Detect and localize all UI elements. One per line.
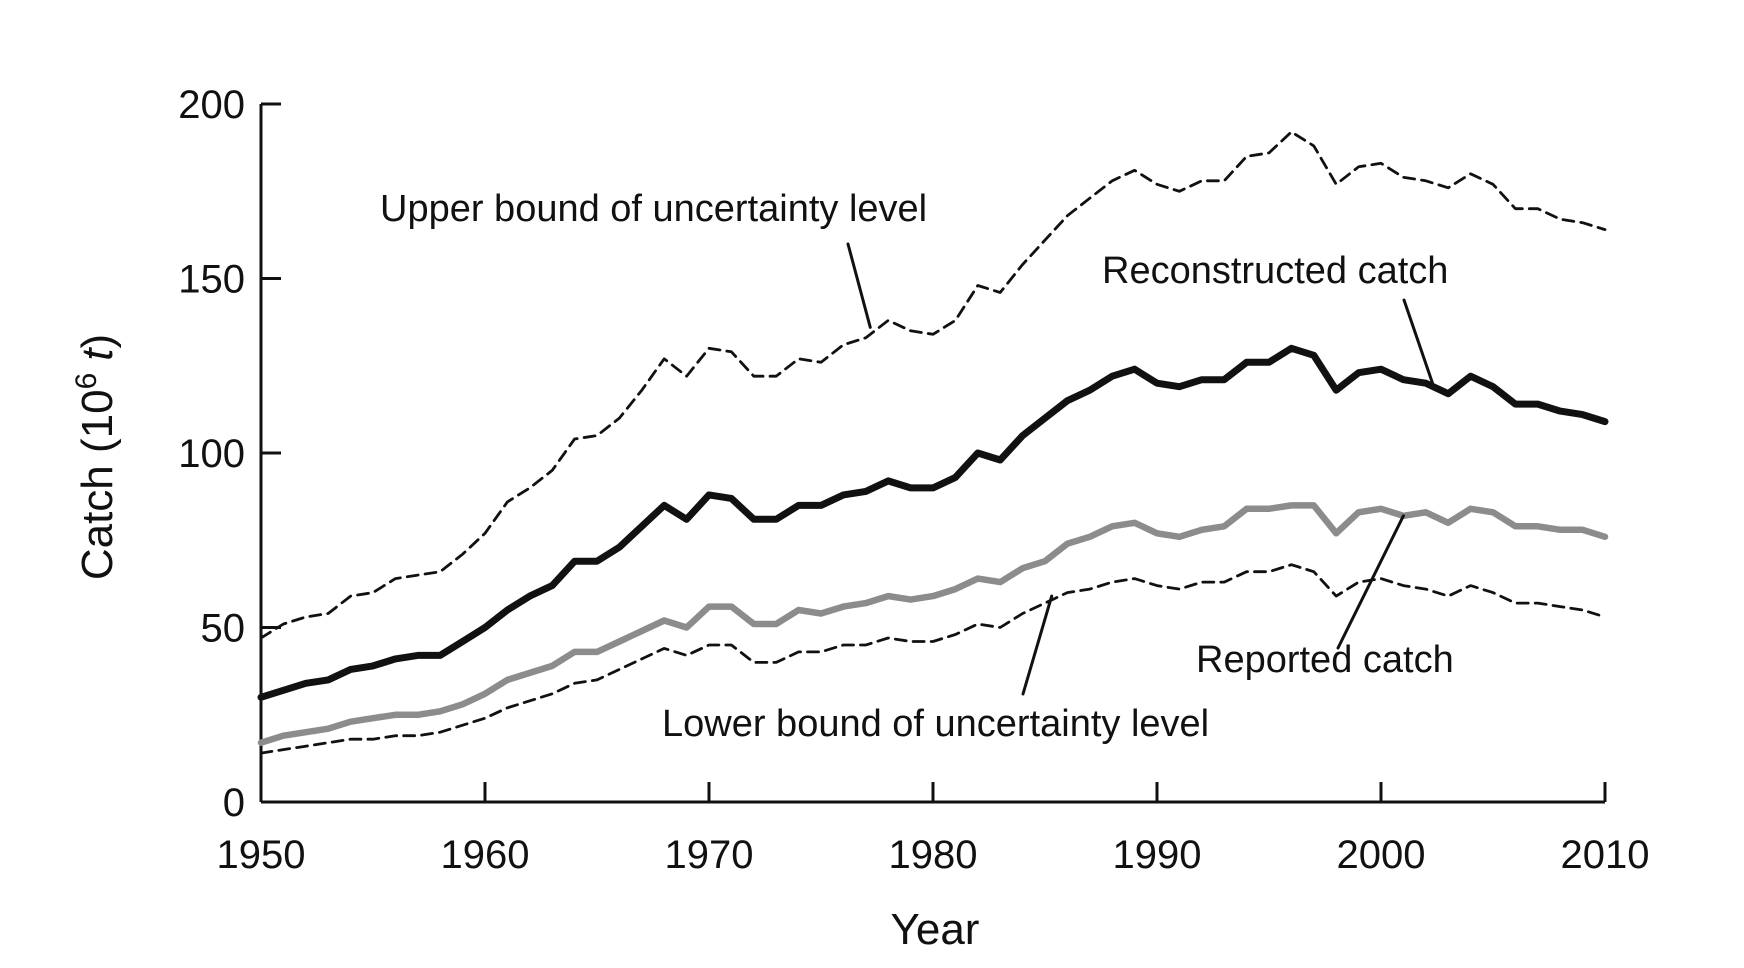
x-tick-label: 2000 xyxy=(1337,833,1426,877)
y-axis-title-unit: t xyxy=(73,347,122,361)
x-tick-label: 1970 xyxy=(665,833,754,877)
annotation-leaders xyxy=(846,242,1435,696)
x-tick-label: 1950 xyxy=(217,833,306,877)
series-line-reported-catch xyxy=(257,502,1609,746)
y-tick-label: 200 xyxy=(178,83,245,127)
annotation-lower-bound: Lower bound of uncertainty level xyxy=(662,703,1209,745)
annotation-leader-line xyxy=(1336,514,1405,650)
series-layer xyxy=(257,130,1609,755)
axes: 1950 1960 1970 1980 1990 2000 2010 0 50 100 150 20… xyxy=(178,83,1649,877)
annotation-leader-line xyxy=(1402,298,1435,385)
y-tick-label: 100 xyxy=(178,432,245,476)
y-axis-title-superscript: 6 xyxy=(70,373,103,390)
annotation-reconstructed-catch: Reconstructed catch xyxy=(1102,250,1448,292)
y-axis-title-prefix: Catch (10 xyxy=(73,389,122,580)
y-axis-title-suffix: ) xyxy=(73,334,122,349)
y-tick-label: 50 xyxy=(201,607,246,651)
x-tick-label: 1960 xyxy=(441,833,530,877)
x-tick-label: 1990 xyxy=(1113,833,1202,877)
x-ticks: 1950 1960 1970 1980 1990 2000 2010 xyxy=(217,782,1650,877)
x-tick-label: 1980 xyxy=(889,833,978,877)
annotation-leader-line xyxy=(1021,594,1054,696)
y-ticks: 0 50 100 150 200 xyxy=(178,83,281,825)
x-tick-label: 2010 xyxy=(1561,833,1650,877)
series-line-lower-bound-of-uncertainty-level xyxy=(259,563,1607,755)
series-line-reconstructed-catch xyxy=(257,344,1609,701)
series-line-upper-bound-of-uncertainty-level xyxy=(259,130,1607,640)
y-tick-label: 0 xyxy=(223,781,245,825)
annotation-upper-bound: Upper bound of uncertainty level xyxy=(380,188,927,230)
annotation-reported-catch: Reported catch xyxy=(1196,639,1454,681)
x-axis-title: Year xyxy=(891,905,980,954)
y-axis-title: Catch (106 t) xyxy=(70,334,122,580)
annotation-leader-line xyxy=(846,242,872,329)
y-tick-label: 150 xyxy=(178,258,245,302)
